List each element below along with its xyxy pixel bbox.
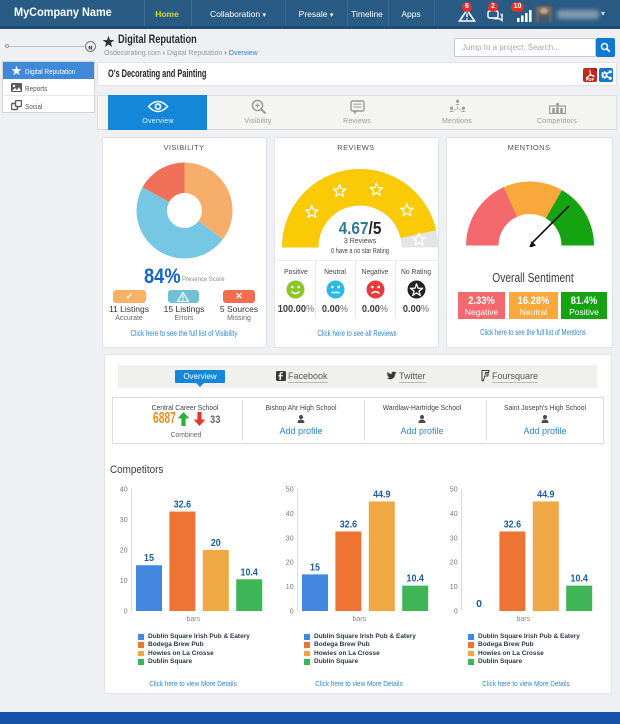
- svg-text:30: 30: [286, 535, 294, 542]
- svg-text:44.9: 44.9: [537, 489, 555, 501]
- svg-text:44.9: 44.9: [373, 489, 391, 501]
- svg-text:30: 30: [120, 517, 128, 524]
- svg-text:20: 20: [286, 560, 294, 567]
- svg-text:bars: bars: [352, 616, 366, 623]
- svg-text:bars: bars: [186, 616, 200, 623]
- svg-text:15: 15: [144, 553, 154, 565]
- svg-text:10.4: 10.4: [241, 567, 259, 579]
- svg-text:0: 0: [454, 609, 458, 616]
- svg-text:20: 20: [450, 560, 458, 567]
- svg-text:0: 0: [290, 609, 294, 616]
- svg-text:10: 10: [450, 584, 458, 591]
- svg-text:15: 15: [310, 562, 320, 574]
- svg-text:0: 0: [124, 609, 128, 616]
- svg-text:50: 50: [286, 487, 294, 494]
- svg-text:40: 40: [450, 511, 458, 518]
- svg-text:10: 10: [286, 584, 294, 591]
- svg-text:40: 40: [120, 487, 128, 494]
- svg-text:10.4: 10.4: [571, 573, 589, 585]
- svg-text:32.6: 32.6: [504, 519, 522, 531]
- svg-text:50: 50: [450, 487, 458, 494]
- svg-text:32.6: 32.6: [174, 499, 192, 511]
- svg-text:10: 10: [120, 578, 128, 585]
- svg-text:20: 20: [211, 537, 221, 549]
- svg-text:20: 20: [120, 548, 128, 555]
- svg-text:32.6: 32.6: [340, 519, 358, 531]
- svg-text:30: 30: [450, 535, 458, 542]
- svg-text:0: 0: [476, 598, 482, 610]
- svg-text:10.4: 10.4: [407, 573, 425, 585]
- svg-text:40: 40: [286, 511, 294, 518]
- svg-text:PDF: PDF: [586, 77, 595, 82]
- svg-text:bars: bars: [516, 616, 530, 623]
